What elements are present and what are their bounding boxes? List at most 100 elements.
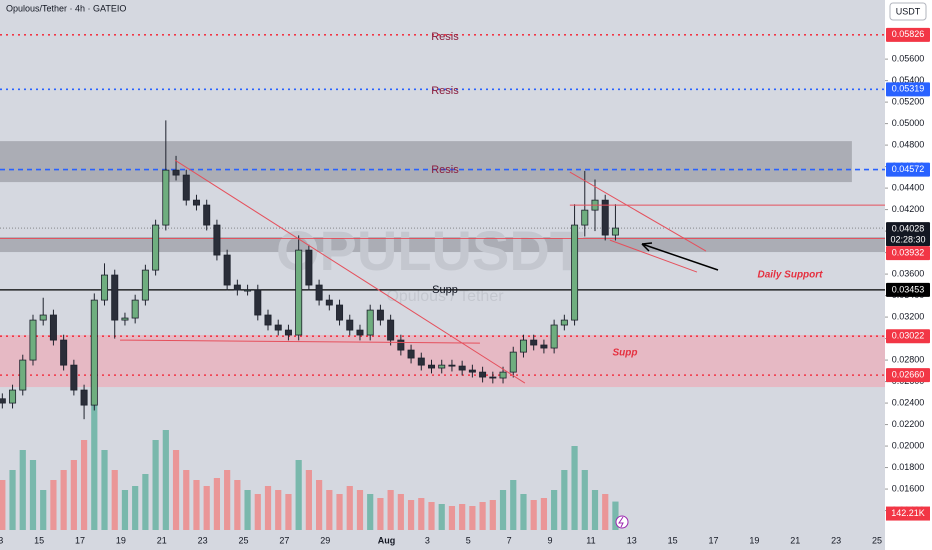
- price-badge-label: 0.03932: [892, 247, 925, 257]
- candle-body: [203, 204, 211, 226]
- annotation: Resis: [431, 85, 459, 97]
- candle-body: [540, 344, 548, 349]
- volume-bar: [387, 490, 394, 530]
- candle-body: [519, 339, 527, 353]
- volume-bar: [60, 470, 67, 530]
- volume-bar: [285, 494, 292, 530]
- y-tick-label: 0.04800: [892, 139, 925, 149]
- candle-body: [346, 319, 354, 331]
- arrow-head: [641, 242, 653, 252]
- volume-bar: [428, 502, 435, 530]
- candle-body: [60, 339, 68, 366]
- trendlines: [120, 159, 885, 384]
- volume-bar: [581, 470, 588, 530]
- price-badge-label: 0.03022: [892, 331, 925, 341]
- volume-bar: [19, 450, 26, 530]
- volume-bar: [132, 486, 139, 530]
- y-tick-label: 0.05600: [892, 53, 925, 63]
- candle-body: [192, 199, 200, 206]
- volume-bar: [101, 450, 108, 530]
- candle-body: [244, 289, 252, 292]
- price-badge: [886, 282, 930, 297]
- volume-bar: [326, 490, 333, 530]
- trendline: [569, 171, 707, 252]
- arrow: [641, 243, 719, 271]
- volume-bar: [295, 460, 302, 530]
- price-badge-label: 0.02660: [892, 369, 925, 379]
- volume-bar: [612, 501, 619, 530]
- volume-bar: [367, 494, 374, 530]
- volume-bar: [479, 502, 486, 530]
- candle-body: [9, 389, 17, 404]
- candle-body: [101, 274, 109, 301]
- volume-bar: [418, 498, 425, 530]
- candle-body: [438, 364, 446, 369]
- x-tick-label: 21: [157, 535, 167, 545]
- volume-bar: [193, 480, 200, 530]
- chart-title: Opulous/Tether · 4h · GATEIO: [6, 3, 126, 13]
- volume-bar: [448, 506, 456, 530]
- candle-body: [489, 376, 497, 379]
- volume-bar: [213, 478, 221, 530]
- volume-badge: [886, 506, 930, 521]
- candle-body: [448, 364, 456, 367]
- volume-bar: [234, 480, 241, 530]
- price-badge: [886, 368, 930, 383]
- candle-body: [366, 309, 374, 336]
- y-tick-label: 0.03200: [892, 311, 925, 321]
- trendline: [174, 159, 526, 384]
- volume-bar: [29, 460, 37, 530]
- zones: [0, 141, 885, 388]
- x-tick-label: 19: [116, 535, 126, 545]
- candle-body: [417, 357, 425, 366]
- zone: [0, 141, 852, 183]
- candle-body: [397, 339, 405, 351]
- price-badge: [886, 246, 930, 261]
- x-tick-label: 23: [198, 535, 208, 545]
- x-tick-label: 13: [0, 535, 3, 545]
- candle-body: [601, 199, 609, 236]
- volume-bar: [377, 498, 384, 530]
- x-tick-label: 17: [75, 535, 85, 545]
- volume-bar: [121, 490, 129, 530]
- volume-bar: [540, 498, 548, 530]
- price-badge: [886, 162, 930, 177]
- x-tick-label: 29: [320, 535, 330, 545]
- candle-body: [90, 299, 98, 406]
- x-tick-label: 15: [34, 535, 44, 545]
- y-tick-label: 0.02800: [892, 354, 925, 364]
- price-badge: [886, 27, 930, 42]
- x-tick-label: 5: [466, 535, 471, 545]
- volume-bar: [459, 504, 466, 530]
- candle-body: [80, 389, 88, 406]
- y-tick-label: 0.03600: [892, 268, 925, 278]
- volume-bar: [91, 400, 98, 530]
- watermark-sub: Opulous / Tether: [386, 288, 504, 305]
- candle-body: [325, 299, 333, 306]
- candle-body: [428, 364, 436, 369]
- currency-box[interactable]: [889, 2, 927, 21]
- volume-bar: [142, 474, 149, 530]
- candle-body: [305, 249, 313, 286]
- volume-bar: [316, 480, 323, 530]
- volume-bar: [397, 494, 404, 530]
- countdown: 02:28:30: [890, 234, 925, 244]
- volume-bar: [438, 504, 445, 530]
- candle-body: [131, 299, 139, 319]
- volume-bar: [254, 494, 261, 530]
- x-tick-label: 25: [872, 535, 882, 545]
- volume-bar: [244, 490, 251, 530]
- volume-bar: [9, 470, 16, 530]
- candle-body: [39, 314, 47, 321]
- x-tick-label: 25: [238, 535, 248, 545]
- candle-body: [581, 209, 589, 226]
- volume-bar: [80, 440, 88, 530]
- event-icon[interactable]: [615, 515, 629, 529]
- volume-bar: [305, 470, 312, 530]
- price-badge-label: 0.05826: [892, 29, 925, 39]
- x-tick-label: 15: [668, 535, 678, 545]
- annotation: Resis: [431, 164, 459, 176]
- y-tick-label: 0.02200: [892, 419, 925, 429]
- price-badge: [886, 329, 930, 344]
